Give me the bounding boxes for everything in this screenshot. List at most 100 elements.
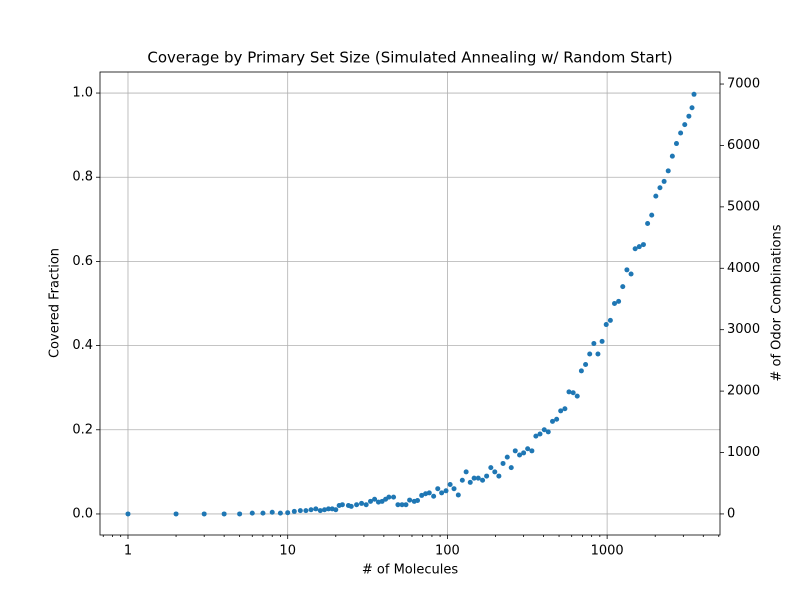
y2-tick-label: 1000 xyxy=(727,445,760,460)
point xyxy=(443,488,449,494)
point xyxy=(657,185,663,191)
point xyxy=(570,390,576,396)
y2-axis-label: # of Odor Combinations xyxy=(770,224,785,381)
point xyxy=(484,473,490,479)
x-tick-label: 1000 xyxy=(591,544,624,559)
point xyxy=(583,362,589,368)
point xyxy=(603,322,609,328)
point xyxy=(678,130,684,136)
point xyxy=(322,507,328,513)
y-tick-label: 0.4 xyxy=(72,338,93,353)
point xyxy=(221,511,227,517)
point xyxy=(297,508,303,514)
point xyxy=(578,368,584,374)
point xyxy=(550,418,556,424)
point xyxy=(645,221,651,227)
point xyxy=(455,492,461,498)
point xyxy=(285,510,291,516)
y-tick-label: 0.0 xyxy=(72,506,93,521)
point xyxy=(480,477,486,483)
point xyxy=(496,473,502,479)
point xyxy=(415,497,421,503)
point xyxy=(451,486,457,492)
point xyxy=(173,511,179,517)
point xyxy=(308,507,314,513)
point xyxy=(201,511,207,517)
point xyxy=(533,433,539,439)
point xyxy=(368,498,374,504)
point xyxy=(431,493,437,499)
x-axis-label: # of Molecules xyxy=(362,563,458,578)
point xyxy=(691,91,697,97)
point xyxy=(333,507,339,513)
point xyxy=(529,448,535,454)
y-tick-label: 0.6 xyxy=(72,254,93,269)
point xyxy=(237,511,243,517)
point xyxy=(399,502,405,508)
y-axis-label: Covered Fraction xyxy=(48,248,63,358)
point xyxy=(249,510,255,516)
point xyxy=(459,477,465,483)
plot-frame xyxy=(99,71,721,536)
point xyxy=(689,105,695,111)
point xyxy=(525,446,531,452)
x-tick-label: 100 xyxy=(435,544,460,559)
point xyxy=(439,490,445,496)
point xyxy=(467,479,473,485)
point xyxy=(566,389,572,395)
point xyxy=(291,508,297,514)
point xyxy=(521,450,527,456)
point xyxy=(640,242,646,248)
point xyxy=(504,454,510,460)
point xyxy=(317,508,323,514)
y2-tick-label: 5000 xyxy=(727,199,760,214)
point xyxy=(354,502,360,508)
y-tick-label: 0.2 xyxy=(72,422,93,437)
point xyxy=(426,490,432,496)
point xyxy=(269,509,275,515)
point xyxy=(277,510,283,516)
point xyxy=(475,475,481,481)
point xyxy=(611,301,617,306)
point xyxy=(661,178,667,184)
point xyxy=(587,351,593,357)
point xyxy=(558,408,564,414)
point xyxy=(632,246,638,252)
y-tick-label: 0.8 xyxy=(72,170,93,185)
x-tick-label: 10 xyxy=(279,544,296,559)
point xyxy=(541,427,547,433)
point xyxy=(653,193,659,199)
point xyxy=(595,351,601,357)
point xyxy=(649,212,655,218)
point xyxy=(395,502,401,508)
point xyxy=(686,113,692,119)
point xyxy=(325,506,331,512)
y2-tick-label: 3000 xyxy=(727,322,760,337)
point xyxy=(471,475,477,481)
point xyxy=(624,267,630,273)
point xyxy=(407,497,413,503)
point xyxy=(517,452,523,458)
point xyxy=(260,510,266,516)
y2-tick-label: 4000 xyxy=(727,261,760,276)
point xyxy=(303,508,309,514)
point xyxy=(492,469,498,475)
point xyxy=(508,465,514,471)
point xyxy=(574,393,580,399)
y2-tick-label: 2000 xyxy=(727,384,760,399)
point xyxy=(616,298,622,304)
point xyxy=(636,244,642,250)
y2-tick-label: 7000 xyxy=(727,77,760,92)
point xyxy=(372,496,378,502)
point xyxy=(435,486,441,492)
chart-title: Coverage by Primary Set Size (Simulated … xyxy=(147,49,672,67)
y2-tick-label: 0 xyxy=(727,506,735,521)
point xyxy=(673,141,679,147)
point xyxy=(313,506,319,512)
point xyxy=(348,503,354,509)
point xyxy=(628,271,634,277)
point xyxy=(537,431,543,437)
point xyxy=(447,481,453,487)
